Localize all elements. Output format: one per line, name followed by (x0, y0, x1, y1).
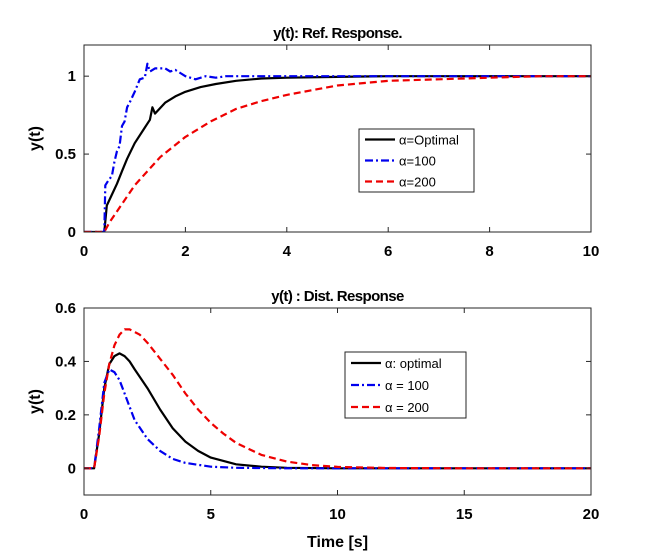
y-axis-label: y(t) (27, 389, 44, 414)
subplot-2: 0 5 10 15 20 0 0.2 0.4 0.6 y(t) : Dist. Response y… (27, 288, 599, 551)
axes-box (83, 44, 592, 233)
y-tick-label: 1 (68, 68, 76, 85)
y-tick-label: 0.4 (55, 353, 77, 370)
x-tick-label: 10 (329, 506, 346, 523)
legend-label-3: α = 200 (385, 400, 429, 415)
series-line-2 (84, 62, 591, 232)
x-tick-label: 5 (207, 506, 215, 523)
series-line-1 (84, 75, 591, 232)
legend: α=Optimal α=100 α=200 (358, 128, 475, 193)
x-tick-label: 10 (583, 243, 600, 260)
chart-title: y(t): Ref. Response. (273, 25, 402, 42)
subplot-1: 0 2 4 6 8 10 0 0.5 1 y(t): Ref. Response. y(t) α=Op… (27, 25, 599, 260)
legend-label-3: α=200 (399, 175, 436, 190)
plot-area (84, 308, 591, 495)
legend-label-1: α=Optimal (399, 133, 459, 148)
series-group (84, 328, 591, 470)
legend-label-2: α=100 (399, 154, 436, 169)
y-axis-label: y(t) (27, 126, 44, 151)
plot-area (84, 45, 591, 232)
y-tick-label: 0 (68, 224, 76, 241)
series-line-3 (84, 328, 591, 470)
legend: α: optimal α = 100 α = 200 (344, 351, 467, 419)
series-group (84, 62, 591, 232)
x-tick-label: 8 (485, 243, 493, 260)
x-tick-label: 6 (384, 243, 392, 260)
x-tick-label: 4 (283, 243, 292, 260)
x-tick-label: 20 (583, 506, 600, 523)
x-tick-label: 15 (456, 506, 473, 523)
chart-title: y(t) : Dist. Response (271, 288, 404, 305)
legend-label-1: α: optimal (385, 356, 442, 371)
y-tick-label: 0.5 (55, 146, 76, 163)
y-tick-label: 0.6 (55, 300, 76, 317)
legend-label-2: α = 100 (385, 378, 429, 393)
series-line-2 (84, 368, 591, 470)
series-line-3 (84, 75, 591, 232)
x-tick-label: 2 (181, 243, 189, 260)
y-tick-label: 0.2 (55, 407, 76, 424)
x-axis-label: Time [s] (307, 534, 368, 551)
x-tick-label: 0 (80, 506, 88, 523)
x-tick-label: 0 (80, 243, 88, 260)
y-tick-label: 0 (68, 460, 76, 477)
